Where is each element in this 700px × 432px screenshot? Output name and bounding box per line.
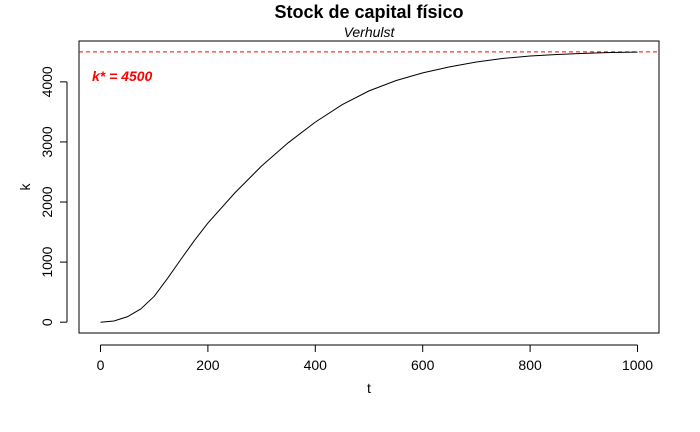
y-axis-label: k — [17, 183, 33, 191]
annotation-k-star: k* = 4500 — [92, 68, 153, 84]
x-axis-label: t — [367, 380, 371, 396]
x-tick-label: 400 — [304, 357, 328, 373]
x-tick-label: 0 — [97, 357, 105, 373]
plot-frame — [78, 40, 660, 334]
y-tick-label: 2000 — [39, 186, 55, 217]
series-line — [100, 51, 638, 323]
y-tick-label: 4000 — [39, 66, 55, 97]
chart-title: Stock de capital físico — [274, 2, 463, 22]
y-tick-label: 3000 — [39, 126, 55, 157]
x-tick-label: 600 — [411, 357, 435, 373]
chart-subtitle: Verhulst — [344, 24, 396, 40]
y-tick-label: 1000 — [39, 246, 55, 277]
x-tick-label: 1000 — [622, 357, 653, 373]
x-tick-label: 200 — [196, 357, 220, 373]
y-tick-label: 0 — [39, 318, 55, 326]
y-axis: 0 1000 2000 3000 4000 — [39, 66, 68, 326]
x-tick-label: 800 — [518, 357, 542, 373]
x-axis: 0 200 400 600 800 1000 — [97, 344, 653, 373]
